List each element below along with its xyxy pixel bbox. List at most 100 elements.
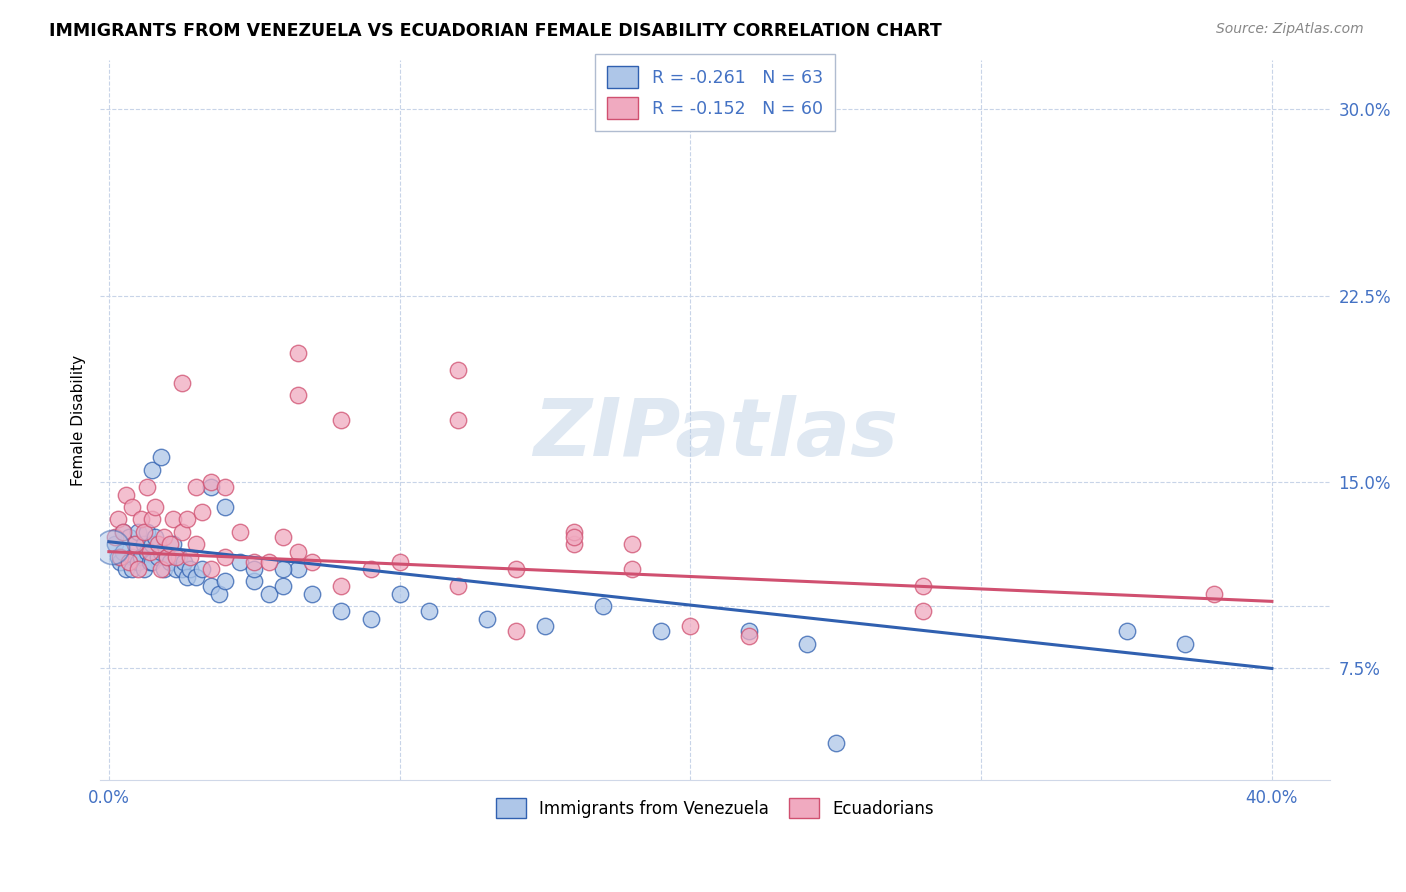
Point: [621, 562, 644, 576]
Point: [257, 555, 280, 569]
Point: [121, 562, 143, 576]
Point: [148, 537, 170, 551]
Point: [127, 524, 149, 539]
Point: [360, 562, 382, 576]
Point: [159, 537, 181, 551]
Point: [104, 537, 127, 551]
Point: [165, 549, 187, 564]
Point: [179, 562, 201, 576]
Point: [118, 555, 141, 569]
Point: [447, 579, 470, 593]
Point: [824, 736, 846, 750]
Point: [170, 376, 193, 390]
Point: [100, 540, 122, 554]
Point: [153, 562, 176, 576]
Point: [191, 562, 214, 576]
Point: [121, 500, 143, 514]
Point: [127, 555, 149, 569]
Point: [360, 612, 382, 626]
Legend: Immigrants from Venezuela, Ecuadorians: Immigrants from Venezuela, Ecuadorians: [488, 790, 942, 826]
Point: [167, 549, 190, 564]
Point: [115, 562, 138, 576]
Point: [138, 544, 160, 558]
Point: [129, 549, 152, 564]
Point: [150, 562, 173, 576]
Point: [141, 463, 163, 477]
Point: [141, 555, 163, 569]
Point: [112, 524, 135, 539]
Point: [271, 530, 294, 544]
Point: [271, 579, 294, 593]
Point: [737, 624, 759, 639]
Y-axis label: Female Disability: Female Disability: [72, 354, 86, 485]
Point: [107, 512, 129, 526]
Point: [228, 524, 250, 539]
Point: [135, 544, 157, 558]
Point: [156, 549, 179, 564]
Point: [562, 530, 585, 544]
Point: [124, 537, 146, 551]
Text: ZIPatlas: ZIPatlas: [533, 395, 897, 474]
Point: [214, 500, 236, 514]
Point: [145, 500, 167, 514]
Point: [200, 475, 222, 489]
Point: [911, 579, 934, 593]
Point: [737, 629, 759, 643]
Point: [243, 574, 266, 589]
Point: [124, 537, 146, 551]
Point: [301, 587, 323, 601]
Point: [132, 562, 155, 576]
Point: [104, 530, 127, 544]
Point: [184, 537, 207, 551]
Point: [447, 413, 470, 427]
Point: [200, 480, 222, 494]
Point: [156, 549, 179, 564]
Point: [214, 549, 236, 564]
Point: [1115, 624, 1137, 639]
Point: [475, 612, 498, 626]
Point: [621, 537, 644, 551]
Point: [179, 549, 201, 564]
Point: [112, 544, 135, 558]
Point: [110, 549, 132, 564]
Point: [148, 549, 170, 564]
Point: [165, 562, 187, 576]
Point: [447, 363, 470, 377]
Point: [162, 512, 184, 526]
Point: [330, 604, 353, 618]
Point: [118, 530, 141, 544]
Point: [170, 562, 193, 576]
Point: [141, 537, 163, 551]
Point: [505, 624, 527, 639]
Point: [115, 487, 138, 501]
Point: [287, 544, 309, 558]
Point: [191, 505, 214, 519]
Text: IMMIGRANTS FROM VENEZUELA VS ECUADORIAN FEMALE DISABILITY CORRELATION CHART: IMMIGRANTS FROM VENEZUELA VS ECUADORIAN …: [49, 22, 942, 40]
Point: [505, 562, 527, 576]
Point: [200, 562, 222, 576]
Point: [388, 587, 411, 601]
Point: [796, 637, 818, 651]
Point: [243, 562, 266, 576]
Point: [1174, 637, 1197, 651]
Point: [592, 599, 614, 614]
Point: [243, 555, 266, 569]
Point: [287, 388, 309, 402]
Point: [208, 587, 231, 601]
Point: [132, 537, 155, 551]
Point: [127, 562, 149, 576]
Point: [228, 555, 250, 569]
Point: [150, 544, 173, 558]
Point: [287, 346, 309, 360]
Point: [121, 549, 143, 564]
Point: [287, 562, 309, 576]
Point: [132, 524, 155, 539]
Point: [170, 524, 193, 539]
Point: [650, 624, 672, 639]
Point: [184, 480, 207, 494]
Point: [112, 524, 135, 539]
Point: [534, 619, 557, 633]
Point: [562, 524, 585, 539]
Point: [330, 413, 353, 427]
Point: [214, 480, 236, 494]
